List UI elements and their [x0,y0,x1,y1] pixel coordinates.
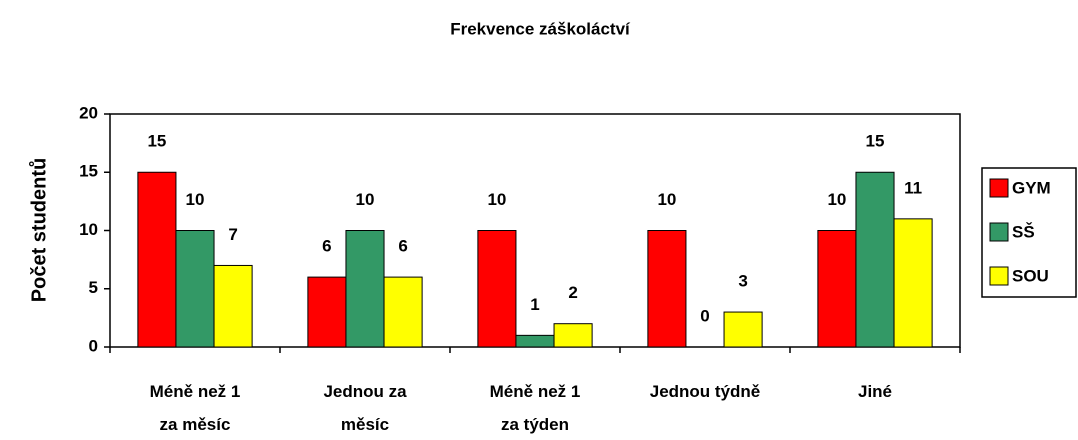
bar [723,311,763,348]
y-tick-label: 10 [79,220,98,239]
chart-title: Frekvence záškoláctví [450,19,631,38]
x-tick-label: Méně než 1 za týden [490,382,581,434]
data-label: 6 [398,237,407,256]
data-label: 10 [356,190,375,209]
x-tick-label: Jiné [858,382,892,401]
y-axis-label: Počet studentů [28,158,50,302]
y-tick-label: 15 [79,162,98,181]
bar [647,230,687,348]
legend-label: SŠ [1012,222,1035,241]
data-label: 10 [657,190,676,209]
bar [893,218,933,348]
bar [345,230,385,348]
y-tick-label: 20 [79,103,98,122]
bar [137,171,177,348]
y-tick-label: 0 [89,336,98,355]
legend-swatch [989,222,1009,242]
data-label: 7 [228,225,237,244]
data-label: 1 [530,295,539,314]
data-label: 10 [186,190,205,209]
legend-label: SOU [1012,266,1049,285]
data-label: 10 [827,190,846,209]
x-tick-label: Jednou za měsíc [323,382,407,434]
bar [817,230,857,348]
x-tick-label: Méně než 1 za měsíc [150,382,241,434]
legend-label: GYM [1012,178,1051,197]
bar [175,230,215,348]
bar [307,276,347,348]
data-label: 2 [568,283,577,302]
data-label: 15 [866,132,885,151]
data-label: 6 [322,237,331,256]
bar [477,230,517,348]
x-tick-label: Jednou týdně [650,382,761,401]
legend-swatch [989,178,1009,198]
bar [383,276,423,348]
bar [515,334,555,348]
y-tick-label: 5 [89,278,98,297]
bar [855,171,895,348]
data-label: 15 [147,132,166,151]
data-label: 0 [700,306,709,325]
data-label: 3 [738,272,747,291]
bar [213,264,253,348]
bar [553,323,593,348]
data-label: 11 [904,178,922,197]
data-label: 10 [487,190,506,209]
legend-swatch [989,266,1009,286]
